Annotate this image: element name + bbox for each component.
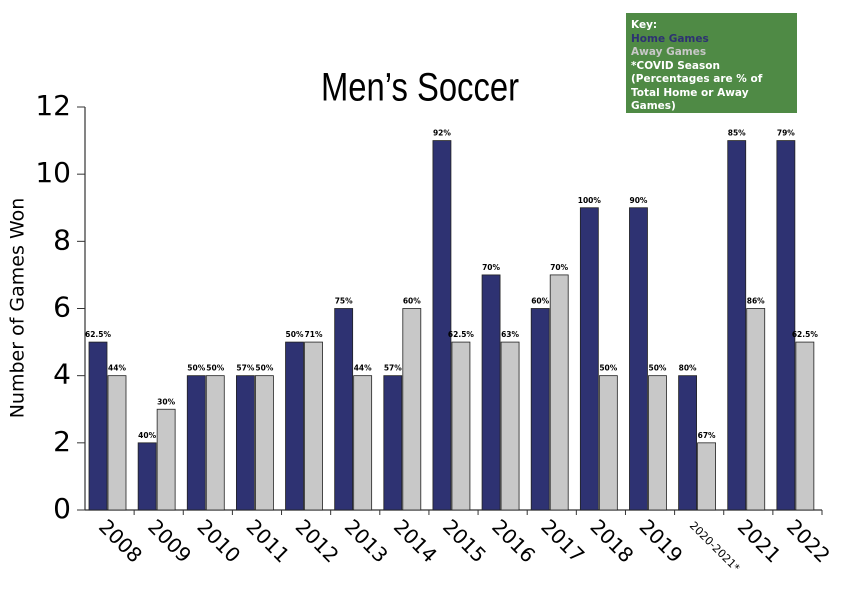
bar xyxy=(186,375,206,511)
x-tick-label: 2018 xyxy=(585,514,638,567)
percent-label: 50% xyxy=(648,364,666,373)
bar xyxy=(205,375,225,511)
bar xyxy=(549,274,569,511)
percent-label: 86% xyxy=(747,297,765,306)
y-tick-label: 12 xyxy=(35,89,71,122)
x-tick-label: 2016 xyxy=(487,514,540,567)
bar xyxy=(776,140,796,511)
percent-label: 92% xyxy=(433,129,451,138)
percent-label: 90% xyxy=(629,196,647,205)
percent-label: 50% xyxy=(187,364,205,373)
percent-label: 71% xyxy=(305,330,323,339)
y-tick-label: 8 xyxy=(53,223,71,256)
percent-label: 62.5% xyxy=(792,330,819,339)
legend-entry: Home Games xyxy=(631,32,709,45)
x-tick-label: 2013 xyxy=(340,514,393,567)
x-tick-label: 2011 xyxy=(242,514,295,567)
y-tick-label: 10 xyxy=(35,156,71,189)
bar xyxy=(254,375,274,511)
percent-label: 50% xyxy=(255,364,273,373)
percent-label: 100% xyxy=(578,196,602,205)
bar xyxy=(235,375,255,511)
percent-label: 62.5% xyxy=(448,330,475,339)
bar xyxy=(107,375,127,511)
bar xyxy=(432,140,452,511)
bar xyxy=(334,308,354,511)
x-tick-label: 2021 xyxy=(733,514,786,567)
percent-label: 50% xyxy=(286,330,304,339)
bar xyxy=(481,274,501,511)
percent-label: 57% xyxy=(384,364,402,373)
x-tick-label: 2009 xyxy=(143,514,196,567)
x-tick-label: 2022 xyxy=(782,514,835,567)
x-tick-label: 2012 xyxy=(291,514,344,567)
legend: Key: Home Games Away Games *COVID Season… xyxy=(626,13,797,113)
x-tick-label: 2019 xyxy=(635,514,688,567)
bar xyxy=(353,375,373,511)
percent-label: 50% xyxy=(206,364,224,373)
bar xyxy=(727,140,747,511)
percent-label: 75% xyxy=(335,297,353,306)
percent-label: 70% xyxy=(550,263,568,272)
x-tick-label: 2008 xyxy=(94,514,147,567)
percent-label: 63% xyxy=(501,330,519,339)
bar xyxy=(795,341,815,511)
legend-note: *COVID Season xyxy=(631,59,720,72)
bar xyxy=(285,341,304,511)
percent-label: 50% xyxy=(599,364,617,373)
percent-label: 70% xyxy=(482,263,500,272)
percent-label: 60% xyxy=(403,297,421,306)
bar xyxy=(598,375,618,511)
percent-label: 80% xyxy=(679,364,697,373)
chart-title: Men’s Soccer xyxy=(321,64,519,109)
bar xyxy=(678,375,697,511)
x-tick-label: 2017 xyxy=(536,514,589,567)
legend-title: Key: xyxy=(631,19,658,31)
percent-label: 44% xyxy=(354,364,372,373)
percent-label: 44% xyxy=(108,364,126,373)
y-tick-label: 4 xyxy=(53,358,71,391)
x-tick-label: 2020-2021* xyxy=(687,519,743,575)
bar xyxy=(746,308,766,511)
percent-label: 60% xyxy=(531,297,549,306)
bar xyxy=(579,207,599,511)
x-tick-label: 2014 xyxy=(389,514,442,567)
bar xyxy=(383,375,403,511)
bar xyxy=(500,341,520,511)
percent-label: 85% xyxy=(728,129,746,138)
percent-label: 67% xyxy=(698,431,716,440)
x-tick-label: 2015 xyxy=(438,514,491,567)
y-axis-label: Number of Games Won xyxy=(7,198,29,419)
percent-label: 79% xyxy=(777,129,795,138)
percent-label: 40% xyxy=(138,431,156,440)
bar xyxy=(88,341,108,511)
percent-label: 62.5% xyxy=(85,330,112,339)
bar xyxy=(530,308,550,511)
y-tick-label: 2 xyxy=(53,425,71,458)
bar xyxy=(402,308,422,511)
bar xyxy=(648,375,667,511)
y-tick-label: 0 xyxy=(53,492,71,525)
bar xyxy=(137,442,157,511)
percent-label: 57% xyxy=(236,364,254,373)
y-tick-label: 6 xyxy=(53,291,71,324)
bar xyxy=(304,341,323,511)
legend-note: (Percentages are % of Total Home or Away… xyxy=(631,73,763,112)
bar xyxy=(156,408,176,511)
x-tick-label: 2010 xyxy=(192,514,245,567)
percent-label: 30% xyxy=(157,397,175,406)
legend-entry: Away Games xyxy=(631,46,707,58)
bar xyxy=(629,207,648,511)
bar xyxy=(697,442,716,511)
bar xyxy=(451,341,471,511)
